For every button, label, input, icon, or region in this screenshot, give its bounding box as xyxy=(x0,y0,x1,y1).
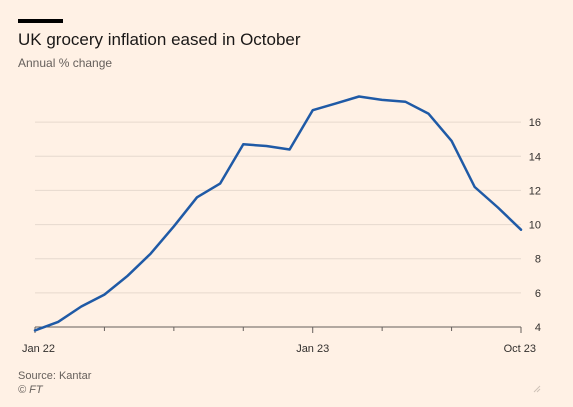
y-tick-label-4: 4 xyxy=(535,322,541,334)
y-tick-label-12: 12 xyxy=(529,185,541,197)
chart-subtitle: Annual % change xyxy=(18,56,113,70)
top-rule xyxy=(18,19,63,23)
series-line-0 xyxy=(33,95,523,332)
x-tick-label: Oct 23 xyxy=(504,343,536,355)
y-tick-label-8: 8 xyxy=(535,254,541,266)
resize-grip-icon xyxy=(533,385,541,393)
ft-credit: © FT xyxy=(18,384,43,396)
x-tick-label: Jan 22 xyxy=(22,343,55,355)
source-note: Source: Kantar xyxy=(18,370,92,382)
y-tick-label-10: 10 xyxy=(529,220,541,232)
y-tick-label-6: 6 xyxy=(535,288,541,300)
chart-title: UK grocery inflation eased in October xyxy=(18,30,301,49)
x-tick-label: Jan 23 xyxy=(296,343,329,355)
y-tick-label-16: 16 xyxy=(529,117,541,129)
y-tick-label-14: 14 xyxy=(529,151,541,163)
